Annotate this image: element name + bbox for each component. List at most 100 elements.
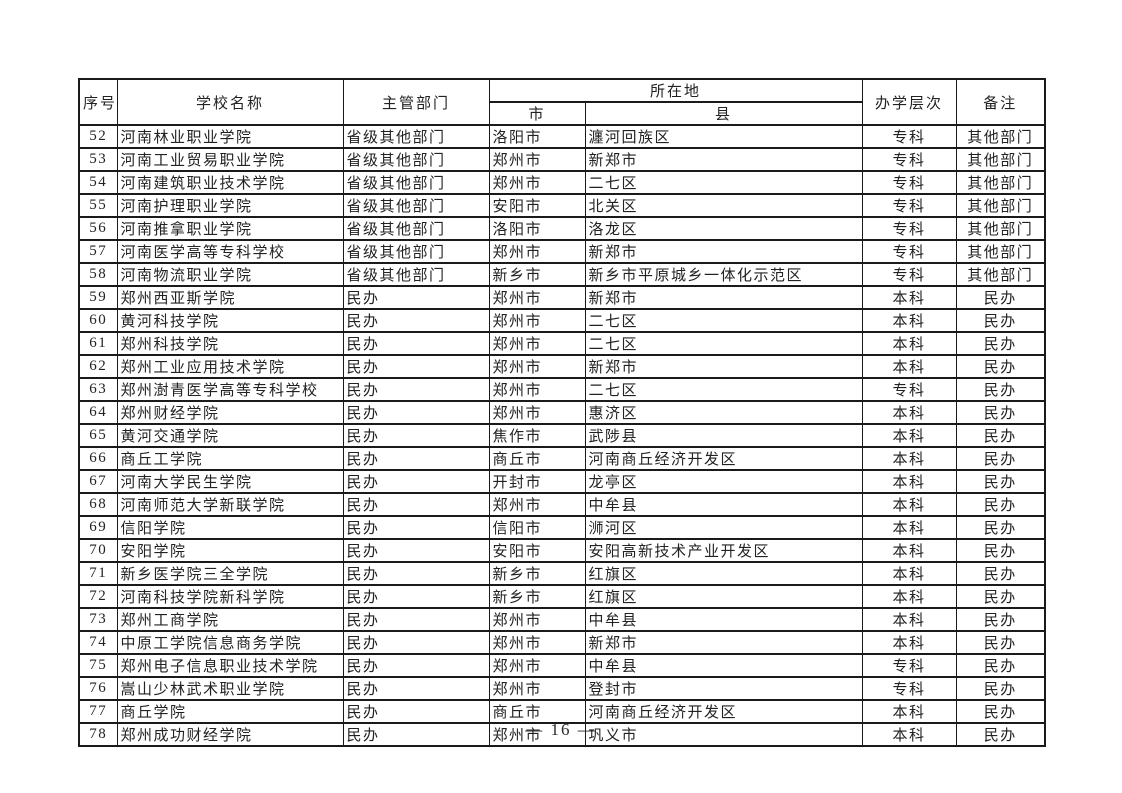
cell-note: 民办 (955, 653, 1046, 678)
cell-level: 本科 (861, 285, 957, 310)
header-row-top: 序号 学校名称 主管部门 所在地 办学层次 备注 (78, 78, 1046, 126)
table-row: 71 新乡医学院三全学院 民办 新乡市 红旗区 本科 民办 (78, 561, 1046, 586)
cell-no: 56 (78, 216, 118, 241)
cell-level: 本科 (861, 492, 957, 517)
cell-school: 新乡医学院三全学院 (116, 561, 344, 586)
cell-city: 新乡市 (488, 262, 586, 287)
cell-department: 民办 (342, 653, 490, 678)
cell-no: 70 (78, 538, 118, 563)
cell-school: 郑州西亚斯学院 (116, 285, 344, 310)
cell-note: 民办 (955, 584, 1046, 609)
cell-city: 郑州市 (488, 147, 586, 172)
table-row: 61 郑州科技学院 民办 郑州市 二七区 本科 民办 (78, 331, 1046, 356)
cell-county: 河南商丘经济开发区 (584, 446, 863, 471)
cell-department: 民办 (342, 676, 490, 701)
cell-school: 郑州科技学院 (116, 331, 344, 356)
table-row: 66 商丘工学院 民办 商丘市 河南商丘经济开发区 本科 民办 (78, 446, 1046, 471)
cell-department: 民办 (342, 584, 490, 609)
page-number: — 16 — (525, 720, 597, 739)
cell-no: 64 (78, 400, 118, 425)
header-department: 主管部门 (342, 78, 490, 126)
cell-department: 民办 (342, 331, 490, 356)
table-row: 73 郑州工商学院 民办 郑州市 中牟县 本科 民办 (78, 607, 1046, 632)
cell-level: 专科 (861, 147, 957, 172)
table-row: 76 嵩山少林武术职业学院 民办 郑州市 登封市 专科 民办 (78, 676, 1046, 701)
cell-school: 郑州电子信息职业技术学院 (116, 653, 344, 678)
cell-county: 浉河区 (584, 515, 863, 540)
cell-level: 本科 (861, 400, 957, 425)
cell-county: 红旗区 (584, 561, 863, 586)
cell-level: 专科 (861, 216, 957, 241)
cell-no: 58 (78, 262, 118, 287)
cell-level: 本科 (861, 308, 957, 333)
cell-level: 本科 (861, 699, 957, 724)
cell-no: 62 (78, 354, 118, 379)
table-row: 67 河南大学民生学院 民办 开封市 龙亭区 本科 民办 (78, 469, 1046, 494)
cell-county: 惠济区 (584, 400, 863, 425)
table-row: 70 安阳学院 民办 安阳市 安阳高新技术产业开发区 本科 民办 (78, 538, 1046, 563)
cell-county: 洛龙区 (584, 216, 863, 241)
cell-department: 省级其他部门 (342, 239, 490, 264)
cell-school: 商丘学院 (116, 699, 344, 724)
cell-no: 59 (78, 285, 118, 310)
header-location: 所在地 (488, 78, 863, 103)
cell-department: 民办 (342, 400, 490, 425)
cell-city: 信阳市 (488, 515, 586, 540)
cell-note: 民办 (955, 722, 1046, 747)
cell-note: 其他部门 (955, 147, 1046, 172)
table-row: 62 郑州工业应用技术学院 民办 郑州市 新郑市 本科 民办 (78, 354, 1046, 379)
table-row: 53 河南工业贸易职业学院 省级其他部门 郑州市 新郑市 专科 其他部门 (78, 147, 1046, 172)
cell-county: 新郑市 (584, 239, 863, 264)
cell-city: 郑州市 (488, 170, 586, 195)
cell-county: 二七区 (584, 170, 863, 195)
school-list-table: 序号 学校名称 主管部门 所在地 办学层次 备注 市 县 52 河南林业职业学院省… (78, 78, 1047, 747)
cell-level: 专科 (861, 170, 957, 195)
cell-level: 专科 (861, 653, 957, 678)
cell-county: 北关区 (584, 193, 863, 218)
table-row: 69 信阳学院 民办 信阳市 浉河区 本科 民办 (78, 515, 1046, 540)
cell-note: 民办 (955, 492, 1046, 517)
cell-city: 郑州市 (488, 239, 586, 264)
cell-level: 专科 (861, 193, 957, 218)
cell-school: 黄河科技学院 (116, 308, 344, 333)
cell-no: 53 (78, 147, 118, 172)
cell-school: 信阳学院 (116, 515, 344, 540)
cell-no: 76 (78, 676, 118, 701)
cell-school: 商丘工学院 (116, 446, 344, 471)
table-row: 56 河南推拿职业学院 省级其他部门 洛阳市 洛龙区 专科 其他部门 (78, 216, 1046, 241)
cell-note: 民办 (955, 377, 1046, 402)
cell-school: 郑州澍青医学高等专科学校 (116, 377, 344, 402)
cell-county: 二七区 (584, 331, 863, 356)
cell-county: 新郑市 (584, 147, 863, 172)
cell-school: 安阳学院 (116, 538, 344, 563)
cell-note: 民办 (955, 446, 1046, 471)
cell-level: 本科 (861, 354, 957, 379)
cell-school: 黄河交通学院 (116, 423, 344, 448)
header-county: 县 (584, 101, 863, 126)
cell-level: 本科 (861, 446, 957, 471)
cell-county: 新乡市平原城乡一体化示范区 (584, 262, 863, 287)
cell-city: 郑州市 (488, 308, 586, 333)
cell-department: 民办 (342, 469, 490, 494)
cell-no: 55 (78, 193, 118, 218)
cell-level: 专科 (861, 262, 957, 287)
table-row: 58 河南物流职业学院 省级其他部门 新乡市 新乡市平原城乡一体化示范区 专科 其他部门 (78, 262, 1046, 287)
cell-note: 民办 (955, 354, 1046, 379)
cell-no: 57 (78, 239, 118, 264)
cell-department: 民办 (342, 492, 490, 517)
cell-school: 河南师范大学新联学院 (116, 492, 344, 517)
cell-city: 商丘市 (488, 446, 586, 471)
table-header: 序号 学校名称 主管部门 所在地 办学层次 备注 市 县 (78, 78, 1046, 126)
cell-level: 专科 (861, 676, 957, 701)
table-row: 52 河南林业职业学院 省级其他部门 洛阳市 瀍河回族区 专科 其他部门 (78, 124, 1046, 149)
cell-note: 民办 (955, 469, 1046, 494)
header-note: 备注 (955, 78, 1046, 126)
cell-level: 本科 (861, 538, 957, 563)
cell-no: 65 (78, 423, 118, 448)
cell-level: 专科 (861, 124, 957, 149)
cell-city: 新乡市 (488, 561, 586, 586)
cell-no: 78 (78, 722, 118, 747)
cell-city: 郑州市 (488, 676, 586, 701)
cell-city: 郑州市 (488, 607, 586, 632)
cell-department: 民办 (342, 423, 490, 448)
